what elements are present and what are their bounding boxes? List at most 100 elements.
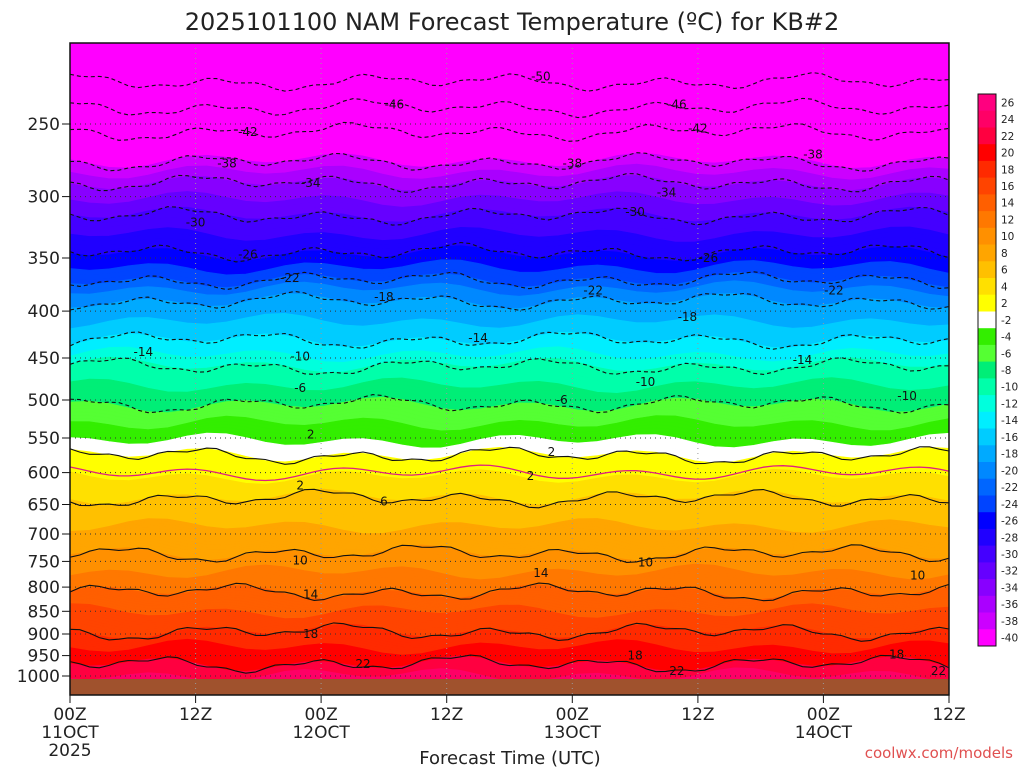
y-tick-label: 400: [28, 302, 60, 322]
x-date-label: 12OCT: [292, 723, 350, 743]
colorbar-swatch: [978, 211, 996, 229]
contour-label: -22: [280, 271, 300, 285]
colorbar-swatch: [978, 127, 996, 145]
colorbar-label: 12: [1001, 215, 1014, 227]
contour-label: -46: [385, 97, 405, 111]
y-tick-label: 550: [28, 429, 60, 449]
y-axis: 250 300 350 400 450 500 550 600 650 700 750 800 850 9…: [17, 115, 70, 687]
contour-line: [70, 271, 949, 291]
colorbar-swatch: [978, 562, 996, 580]
chart-title: 2025101100 NAM Forecast Temperature (ºC)…: [185, 8, 840, 36]
colorbar-swatch: [978, 311, 996, 329]
colorbar-swatch: [978, 160, 996, 179]
temperature-field: [70, 43, 949, 695]
contour-line: [70, 654, 949, 674]
contour-label: -14: [793, 353, 813, 367]
contour-label: -38: [803, 148, 823, 162]
x-tick-label: 12Z: [681, 705, 714, 725]
colorbar-label: -10: [1001, 382, 1018, 394]
contour-line: [70, 394, 949, 414]
contour-line: [70, 357, 949, 375]
colorbar-swatch: [978, 94, 996, 112]
colorbar-label: -28: [1001, 532, 1018, 544]
credit-text[interactable]: coolwx.com/models: [865, 744, 1013, 762]
contour-line: [70, 446, 949, 465]
y-tick-label: 600: [28, 464, 60, 484]
contour-label: 22: [669, 664, 684, 678]
colorbar-swatch: [978, 361, 996, 379]
contour-label: -34: [657, 186, 677, 200]
contour-label: -38: [562, 156, 582, 170]
colorbar-swatch: [978, 328, 996, 346]
contour-label: -50: [531, 70, 551, 84]
contour-label: -22: [824, 284, 844, 298]
colorbar-swatch: [978, 194, 996, 212]
colorbar-label: 24: [1001, 114, 1015, 126]
colorbar-label: 26: [1001, 97, 1015, 109]
plot-frame: [69, 42, 950, 696]
x-tick-label: 00Z: [304, 705, 337, 725]
y-tick-label: 700: [28, 525, 60, 545]
contour-label: 18: [627, 649, 642, 663]
contour-label: 10: [638, 556, 653, 570]
colorbar-label: -38: [1001, 616, 1018, 628]
contour-label: 22: [355, 657, 370, 671]
colorbar-label: -32: [1001, 566, 1018, 578]
contour-label: 2: [527, 469, 535, 483]
contour-label: -18: [374, 290, 394, 304]
contour-label: -30: [186, 215, 206, 229]
colorbar-label: -2: [1001, 315, 1011, 327]
colorbar-label: 16: [1001, 181, 1015, 193]
contour-line: [70, 97, 949, 119]
x-year-label: 2025: [48, 741, 91, 761]
colorbar-swatch: [978, 227, 996, 245]
colorbar-frame: [977, 93, 997, 647]
x-axis: 00Z 12Z 00Z 12Z 00Z 12Z 00Z 12Z 11OCT 12OCT 13OCT 1…: [41, 695, 966, 761]
colorbar-swatch: [978, 344, 996, 363]
x-tick-label: 00Z: [53, 705, 86, 725]
y-tick-label: 500: [28, 391, 60, 411]
x-date-label: 11OCT: [41, 723, 99, 743]
colorbar-label: -18: [1001, 449, 1018, 461]
contour-label: -42: [688, 122, 708, 136]
colorbar-swatch: [978, 428, 996, 446]
contour-label: -6: [294, 381, 306, 395]
x-axis-label: Forecast Time (UTC): [419, 748, 600, 768]
colorbar-label: -36: [1001, 599, 1018, 611]
contour-label: 2: [548, 445, 556, 459]
contour-label: -14: [468, 331, 488, 345]
colorbar-label: -40: [1001, 633, 1018, 645]
colorbar-label: -6: [1001, 348, 1012, 360]
contour-label: 2: [307, 427, 315, 441]
colorbar-swatch: [978, 294, 996, 312]
contour-label: -6: [556, 393, 568, 407]
colorbar-label: 14: [1001, 198, 1015, 210]
y-tick-label: 750: [28, 552, 60, 572]
colorbar-swatch: [978, 545, 996, 563]
y-tick-label: 650: [28, 496, 60, 516]
y-tick-label: 250: [28, 115, 60, 135]
contour-label: -14: [133, 345, 153, 359]
colorbar-label: -16: [1001, 432, 1018, 444]
contour-label: -30: [625, 205, 645, 219]
contour-line: [70, 622, 949, 642]
contour-line: [70, 331, 949, 350]
contour-label: -34: [301, 176, 321, 190]
colorbar-swatch: [978, 579, 996, 597]
colorbar-swatch: [978, 395, 996, 413]
colorbar-swatch: [978, 612, 996, 630]
contour-label: -42: [238, 125, 258, 139]
contour-label: -26: [698, 251, 718, 265]
contour-label: -10: [636, 375, 656, 389]
colorbar-label: 20: [1001, 148, 1014, 160]
x-tick-label: 12Z: [932, 705, 965, 725]
contour-lines: [70, 72, 949, 674]
contour-line: [70, 582, 949, 602]
y-tick-label: 800: [28, 578, 60, 598]
colorbar-swatch: [978, 177, 996, 195]
contour-label: -46: [667, 97, 687, 111]
colorbar-label: 2: [1001, 298, 1008, 310]
y-tick-label: 950: [28, 647, 60, 667]
y-tick-label: 350: [28, 249, 60, 269]
y-tick-label: 450: [28, 349, 60, 369]
